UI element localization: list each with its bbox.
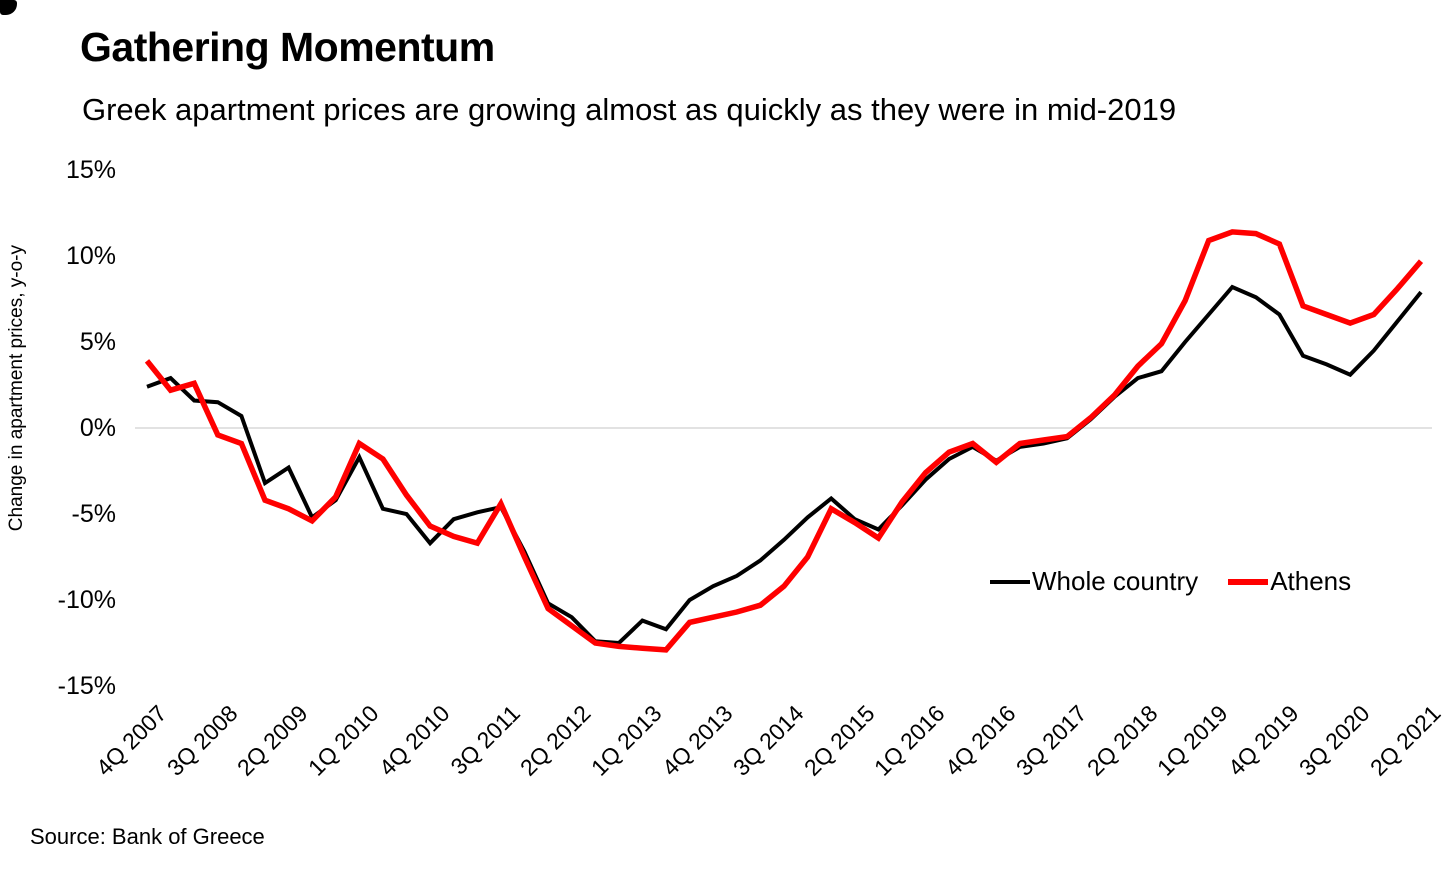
chart-title: Gathering Momentum xyxy=(80,24,495,70)
chart-subtitle: Greek apartment prices are growing almos… xyxy=(82,92,1177,127)
y-tick-label: -15% xyxy=(57,672,116,700)
whole-country-line-swatch xyxy=(990,579,1030,584)
legend-item-athens: Athens xyxy=(1228,566,1351,597)
y-tick-label: 0% xyxy=(79,414,116,442)
legend: Whole country Athens xyxy=(990,566,1351,597)
y-tick-label: 5% xyxy=(79,328,116,356)
whole-country-line xyxy=(146,284,1423,646)
y-tick-label: 15% xyxy=(65,156,116,184)
source-note: Source: Bank of Greece xyxy=(30,824,265,849)
legend-label-athens: Athens xyxy=(1270,566,1352,596)
legend-item-whole-country: Whole country xyxy=(990,566,1198,597)
y-tick-label: 10% xyxy=(65,242,116,270)
corner-mark xyxy=(0,0,17,15)
athens-line xyxy=(144,229,1424,653)
y-tick-label: -10% xyxy=(57,586,116,614)
athens-line-swatch xyxy=(1228,578,1269,585)
y-tick-label: -5% xyxy=(71,500,116,528)
legend-label-whole-country: Whole country xyxy=(1032,566,1199,596)
